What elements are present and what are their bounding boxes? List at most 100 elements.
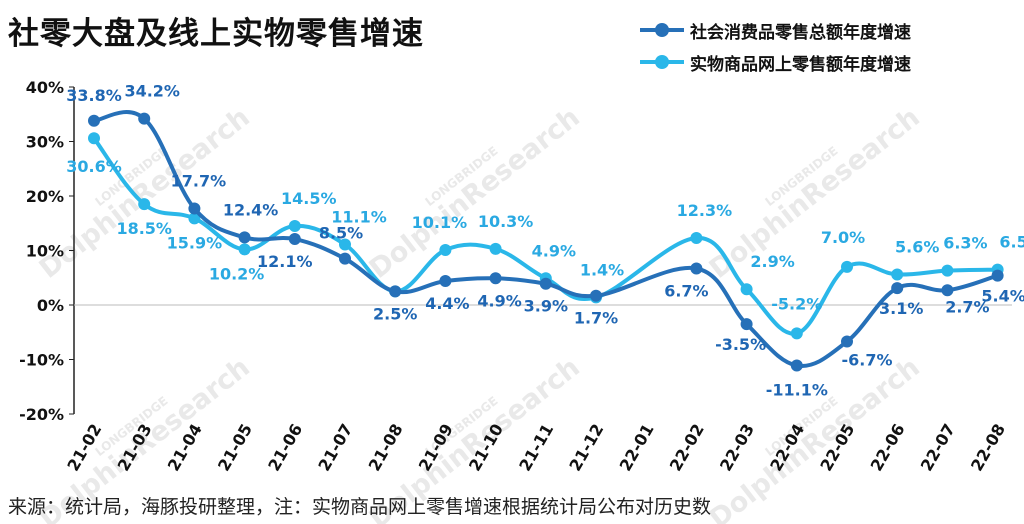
online-sales-point bbox=[88, 132, 100, 145]
retail-sales-data-label: 2.5% bbox=[373, 304, 417, 323]
retail-sales-point bbox=[489, 272, 502, 285]
x-tick-label: 21-07 bbox=[314, 421, 356, 475]
x-tick-label: 21-11 bbox=[515, 421, 557, 475]
y-tick-label: 40% bbox=[26, 78, 64, 97]
retail-sales-point bbox=[439, 275, 452, 288]
chart-title: 社零大盘及线上实物零售增速 bbox=[8, 16, 424, 52]
watermark-name: DolphinResearch bbox=[34, 102, 256, 285]
online-sales-data-label: 10.2% bbox=[209, 264, 265, 283]
retail-sales-data-label: 17.7% bbox=[171, 172, 227, 191]
online-sales-data-label: 6.3% bbox=[943, 234, 987, 253]
retail-sales-data-label: 8.5% bbox=[319, 224, 363, 243]
online-sales-data-label: -5.2% bbox=[771, 294, 822, 313]
online-sales-data-label: 1.4% bbox=[580, 260, 624, 279]
online-sales-point bbox=[188, 212, 201, 225]
retail-sales-point bbox=[740, 318, 753, 331]
retail-sales-point bbox=[339, 252, 351, 265]
online-sales-data-label: 5.6% bbox=[895, 237, 939, 256]
retail-sales-data-label: -3.5% bbox=[715, 335, 766, 354]
retail-sales-data-label: 6.7% bbox=[664, 281, 708, 300]
legend: 社会消费品零售总额年度增速 实物商品网上零售额年度增速 bbox=[640, 14, 911, 78]
source-note: 来源：统计局，海豚投研整理，注：实物商品网上零售增速根据统计局公布对历史数 bbox=[8, 496, 712, 518]
retail-sales-point bbox=[690, 262, 703, 275]
x-tick-label: 22-07 bbox=[917, 421, 959, 475]
retail-sales-data-label: 2.7% bbox=[945, 297, 989, 316]
watermark-name: DolphinResearch bbox=[704, 102, 926, 285]
online-sales-data-label: 6.5% bbox=[999, 233, 1024, 252]
retail-sales-point bbox=[941, 284, 954, 297]
retail-sales-data-label: 33.8% bbox=[66, 86, 122, 105]
retail-sales-point bbox=[138, 112, 151, 125]
retail-sales-point bbox=[539, 277, 552, 290]
retail-sales-point bbox=[238, 231, 251, 244]
online-sales-data-label: 11.1% bbox=[331, 208, 387, 227]
retail-sales-point bbox=[590, 289, 602, 302]
legend-swatch-retail-sales bbox=[640, 22, 684, 38]
retail-sales-point bbox=[88, 114, 100, 127]
legend-label-retail-sales: 社会消费品零售总额年度增速 bbox=[690, 22, 911, 43]
x-tick-label: 22-06 bbox=[867, 421, 909, 475]
retail-sales-data-label: 34.2% bbox=[124, 82, 180, 101]
retail-sales-point bbox=[991, 269, 1004, 282]
retail-sales-data-label: 3.9% bbox=[524, 297, 568, 316]
legend-item-online-sales: 实物商品网上零售额年度增速 bbox=[640, 46, 911, 78]
online-sales-data-label: 4.9% bbox=[532, 241, 576, 260]
online-sales-point bbox=[288, 219, 301, 232]
x-tick-label: 22-03 bbox=[716, 421, 758, 475]
x-tick-label: 21-06 bbox=[264, 421, 306, 475]
online-sales-point bbox=[138, 198, 151, 211]
retail-sales-data-label: 4.9% bbox=[477, 291, 521, 310]
retail-sales-data-label: 4.4% bbox=[425, 294, 469, 313]
x-tick-label: 22-08 bbox=[967, 421, 1009, 475]
online-sales-data-label: 15.9% bbox=[167, 233, 223, 252]
series-lines bbox=[88, 110, 1004, 372]
x-tick-label: 21-05 bbox=[214, 421, 256, 475]
x-tick-label: 22-02 bbox=[666, 421, 708, 475]
legend-item-retail-sales: 社会消费品零售总额年度增速 bbox=[640, 14, 911, 46]
retail-sales-point bbox=[188, 202, 201, 215]
retail-sales-data-label: 12.4% bbox=[223, 200, 279, 219]
online-sales-data-label: 7.0% bbox=[821, 228, 865, 247]
y-tick-label: 10% bbox=[26, 242, 64, 261]
retail-sales-data-label: 1.7% bbox=[574, 309, 618, 328]
y-tick-label: 0% bbox=[37, 296, 64, 315]
retail-sales-data-label: 12.1% bbox=[257, 252, 313, 271]
online-sales-data-label: 12.3% bbox=[677, 201, 733, 220]
y-tick-label: -20% bbox=[19, 405, 64, 424]
x-tick-label: 22-01 bbox=[616, 421, 658, 475]
retail-sales-data-label: 5.4% bbox=[981, 287, 1024, 306]
online-sales-data-label: 10.1% bbox=[412, 213, 468, 232]
retail-sales-point bbox=[891, 282, 904, 295]
retail-sales-point bbox=[389, 285, 402, 298]
data-labels: 33.8% 34.2% 17.7% 12.4% 12.1% 8.5% 2.5% 4.4% 4.9… bbox=[66, 82, 1024, 400]
online-sales-data-label: 10.3% bbox=[478, 212, 534, 231]
online-sales-point bbox=[790, 327, 803, 340]
online-sales-point bbox=[841, 260, 853, 273]
online-sales-point bbox=[339, 238, 351, 251]
retail-sales-data-label: -6.7% bbox=[841, 351, 892, 370]
online-sales-point bbox=[941, 264, 954, 277]
retail-sales-point bbox=[288, 233, 301, 246]
online-sales-point bbox=[690, 231, 703, 244]
retail-sales-data-label: -11.1% bbox=[766, 380, 828, 399]
x-tick-label: 21-08 bbox=[365, 421, 407, 475]
online-sales-point bbox=[740, 283, 753, 296]
retail-sales-point bbox=[841, 335, 853, 348]
x-tick-label: 21-12 bbox=[565, 421, 607, 475]
online-sales-point bbox=[489, 242, 502, 255]
online-sales-point bbox=[439, 243, 452, 256]
online-sales-data-label: 14.5% bbox=[281, 189, 337, 208]
online-sales-data-label: 2.9% bbox=[750, 252, 794, 271]
retail-sales-point bbox=[790, 359, 803, 372]
retail-sales-data-label: 3.1% bbox=[879, 299, 923, 318]
online-sales-data-label: 18.5% bbox=[116, 219, 172, 238]
y-tick-label: 20% bbox=[26, 187, 64, 206]
online-sales-point bbox=[238, 243, 251, 256]
online-sales-point bbox=[891, 268, 904, 281]
legend-label-online-sales: 实物商品网上零售额年度增速 bbox=[690, 54, 911, 75]
legend-swatch-online-sales bbox=[640, 54, 684, 70]
y-tick-label: -10% bbox=[19, 351, 64, 370]
y-tick-label: 30% bbox=[26, 133, 64, 152]
